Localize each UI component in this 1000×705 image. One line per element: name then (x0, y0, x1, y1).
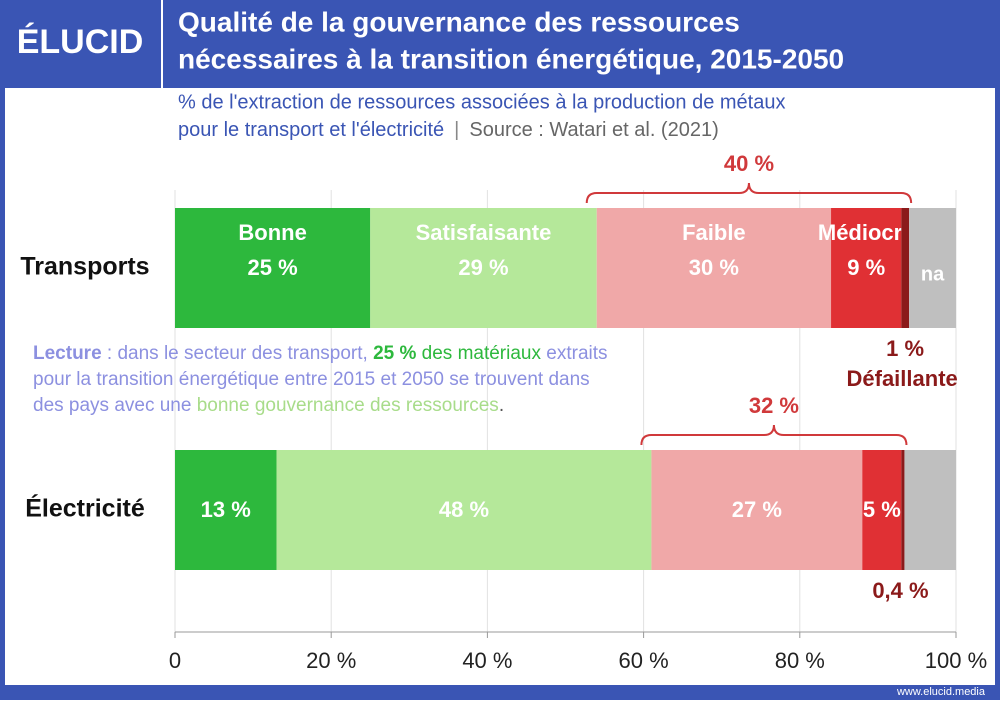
footer: www.elucid.media (896, 686, 986, 698)
bracket-label: 32 % (749, 393, 799, 418)
bracket (640, 424, 908, 446)
separator: | (454, 119, 459, 141)
title: Qualité de la gouvernance des ressources (178, 6, 740, 37)
note-line: pour la transition énergétique entre 201… (33, 369, 590, 390)
value-label: 48 % (439, 497, 489, 522)
value-label: 0,4 % (872, 578, 928, 603)
subtitle-line: pour le transport et l'électricité | Sourc… (178, 119, 719, 141)
bar-segment (175, 450, 277, 570)
x-tick-label: 100 % (925, 648, 987, 673)
value-label: 1 % (886, 336, 924, 361)
segment-name: Défaillante (847, 366, 958, 391)
segment-name: Satisfaisante (416, 220, 552, 245)
bar-segment (909, 208, 956, 328)
value-label: 27 % (732, 497, 782, 522)
subtitle: pour le transport et l'électricité (178, 119, 444, 141)
bar-segment (904, 450, 956, 570)
segment-name: Bonne (238, 220, 306, 245)
value-label: 29 % (458, 255, 508, 280)
logo: ÉLUCID (17, 23, 144, 61)
segment-name: Faible (682, 220, 746, 245)
value-label: 30 % (689, 255, 739, 280)
note-line: Lecture : dans le secteur des transport,… (33, 343, 608, 364)
value-label: 9 % (847, 255, 885, 280)
x-tick-label: 80 % (775, 648, 825, 673)
value-label: 13 % (201, 497, 251, 522)
x-tick-label: 0 (169, 648, 181, 673)
plot: 0 20 % 40 % 60 % 80 % 100 % Transports Bonne 25 … (20, 151, 987, 673)
bar-segment (901, 208, 910, 328)
value-label: 5 % (863, 497, 901, 522)
bar-segment (175, 208, 371, 328)
note-text: . (499, 395, 504, 416)
bracket (585, 182, 913, 204)
note-text: bonne gouvernance des ressources (197, 395, 499, 416)
source: Source : Watari et al. (2021) (469, 119, 718, 141)
bar-segment (862, 450, 902, 570)
bar-segment (831, 208, 902, 328)
note-text: 25 % (373, 343, 416, 364)
bar-segment (901, 450, 905, 570)
value-label: 25 % (248, 255, 298, 280)
x-tick-label: 60 % (619, 648, 669, 673)
bar-segment (276, 450, 652, 570)
title: nécessaires à la transition énergétique,… (178, 43, 844, 74)
bar-segment (370, 208, 597, 328)
segment-name: na (921, 263, 945, 285)
bracket-label: 40 % (724, 151, 774, 176)
bar-segment (596, 208, 832, 328)
x-tick-label: 40 % (462, 648, 512, 673)
note-text: des matériaux (416, 343, 541, 364)
x-tick-label: 20 % (306, 648, 356, 673)
segment-name: Médiocre (818, 220, 915, 245)
note-text: extraits (541, 343, 608, 364)
subtitle: % de l'extraction de ressources associée… (178, 91, 785, 113)
bar-segment (651, 450, 863, 570)
category-label: Électricité (25, 494, 145, 523)
panel (5, 88, 995, 685)
category-label: Transports (20, 253, 149, 281)
note-text: pour la transition énergétique entre 201… (33, 369, 590, 390)
note-text: : dans le secteur des transport, (102, 343, 373, 364)
note-text: des pays avec une (33, 395, 197, 416)
note-line: des pays avec une bonne gouvernance des … (33, 395, 504, 416)
note-text: Lecture (33, 343, 102, 364)
